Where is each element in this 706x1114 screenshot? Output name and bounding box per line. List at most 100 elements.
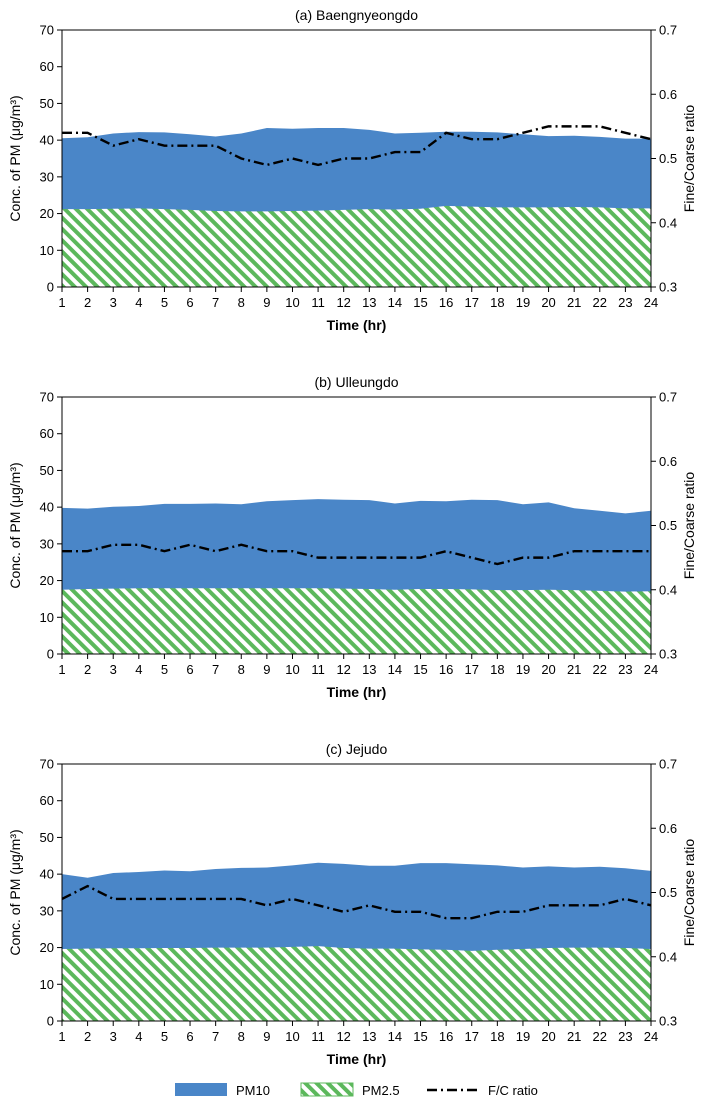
x-tick-label: 5 [161,1029,168,1044]
y-tick-label: 50 [40,830,54,845]
x-tick-label: 21 [567,295,581,310]
y2-tick-label: 0.5 [659,885,677,900]
y2-tick-label: 0.3 [659,647,677,662]
x-tick-label: 17 [465,662,479,677]
y-tick-label: 40 [40,500,54,515]
legend-swatch-pm10 [175,1083,227,1096]
x-tick-label: 15 [413,295,427,310]
x-tick-label: 21 [567,1029,581,1044]
x-tick-label: 14 [388,662,402,677]
y2-tick-label: 0.6 [659,87,677,102]
x-tick-label: 2 [84,295,91,310]
x-tick-label: 3 [110,1029,117,1044]
x-tick-label: 11 [311,295,325,310]
x-tick-label: 1 [58,295,65,310]
x-tick-label: 14 [388,295,402,310]
x-tick-label: 2 [84,1029,91,1044]
x-tick-label: 20 [541,295,555,310]
x-tick-label: 18 [490,295,504,310]
y2-tick-label: 0.6 [659,454,677,469]
y-tick-label: 0 [47,647,54,662]
x-tick-label: 13 [362,662,376,677]
x-tick-label: 18 [490,1029,504,1044]
y2-axis-label: Fine/Coarse ratio [681,839,697,947]
x-axis-label: Time (hr) [327,684,387,700]
x-tick-label: 22 [593,295,607,310]
y2-tick-label: 0.5 [659,518,677,533]
x-tick-label: 20 [541,662,555,677]
y2-axis-label: Fine/Coarse ratio [681,472,697,580]
y-tick-label: 0 [47,1014,54,1029]
x-tick-label: 8 [238,662,245,677]
x-tick-label: 9 [263,1029,270,1044]
x-tick-label: 21 [567,662,581,677]
legend-label-fc-ratio: F/C ratio [488,1083,538,1098]
x-tick-label: 24 [644,662,658,677]
y-tick-label: 60 [40,426,54,441]
legend-label-pm10: PM10 [236,1083,270,1098]
y2-tick-label: 0.7 [659,23,677,38]
x-tick-label: 3 [110,295,117,310]
x-axis-label: Time (hr) [327,1051,387,1067]
x-tick-label: 22 [593,662,607,677]
x-tick-label: 17 [465,295,479,310]
x-tick-label: 17 [465,1029,479,1044]
x-tick-label: 20 [541,1029,555,1044]
legend-label-pm25: PM2.5 [362,1083,400,1098]
x-tick-label: 14 [388,1029,402,1044]
x-tick-label: 11 [311,662,325,677]
y-axis-label: Conc. of PM (μg/m³) [7,95,23,221]
x-tick-label: 24 [644,1029,658,1044]
x-tick-label: 2 [84,662,91,677]
x-tick-label: 9 [263,295,270,310]
x-tick-label: 15 [413,1029,427,1044]
y2-tick-label: 0.4 [659,949,677,964]
x-tick-label: 8 [238,295,245,310]
y-tick-label: 10 [40,610,54,625]
x-tick-label: 1 [58,662,65,677]
series-area-pm25 [62,588,651,654]
y-tick-label: 0 [47,280,54,295]
x-tick-label: 19 [516,1029,530,1044]
y-tick-label: 30 [40,169,54,184]
x-tick-label: 6 [186,1029,193,1044]
y-tick-label: 70 [40,390,54,405]
series-line-fc-ratio [62,543,651,566]
y-tick-label: 10 [40,243,54,258]
x-tick-label: 11 [311,1029,325,1044]
y-tick-label: 30 [40,536,54,551]
y-axis-label: Conc. of PM (μg/m³) [7,829,23,955]
x-tick-label: 5 [161,295,168,310]
x-tick-label: 7 [212,1029,219,1044]
x-tick-label: 1 [58,1029,65,1044]
x-tick-label: 12 [336,1029,350,1044]
y2-tick-label: 0.6 [659,821,677,836]
x-tick-label: 15 [413,662,427,677]
x-tick-label: 19 [516,295,530,310]
legend: PM10 PM2.5 F/C ratio [175,1082,538,1098]
x-tick-label: 4 [135,295,142,310]
y-tick-label: 10 [40,977,54,992]
y-axis-label: Conc. of PM (μg/m³) [7,462,23,588]
x-tick-label: 10 [285,662,299,677]
series-area-pm25 [62,205,651,287]
series-area-pm25 [62,946,651,1021]
y-tick-label: 70 [40,757,54,772]
y2-axis-label: Fine/Coarse ratio [681,105,697,213]
x-tick-label: 12 [336,295,350,310]
y2-tick-label: 0.5 [659,151,677,166]
x-axis-label: Time (hr) [327,317,387,333]
x-tick-label: 12 [336,662,350,677]
y2-tick-label: 0.7 [659,390,677,405]
y-tick-label: 30 [40,903,54,918]
chart-panel-3: (c) Jejudo 0 10 20 30 40 50 60 70 0.3 0.4 0.5 0.6 0.7… [7,741,697,1067]
x-tick-label: 6 [186,662,193,677]
x-tick-label: 23 [618,1029,632,1044]
x-tick-label: 16 [439,1029,453,1044]
legend-swatch-pm25 [300,1082,354,1097]
y-tick-label: 20 [40,573,54,588]
series-line-fc-ratio [62,125,652,167]
x-tick-label: 8 [238,1029,245,1044]
x-tick-label: 9 [263,662,270,677]
